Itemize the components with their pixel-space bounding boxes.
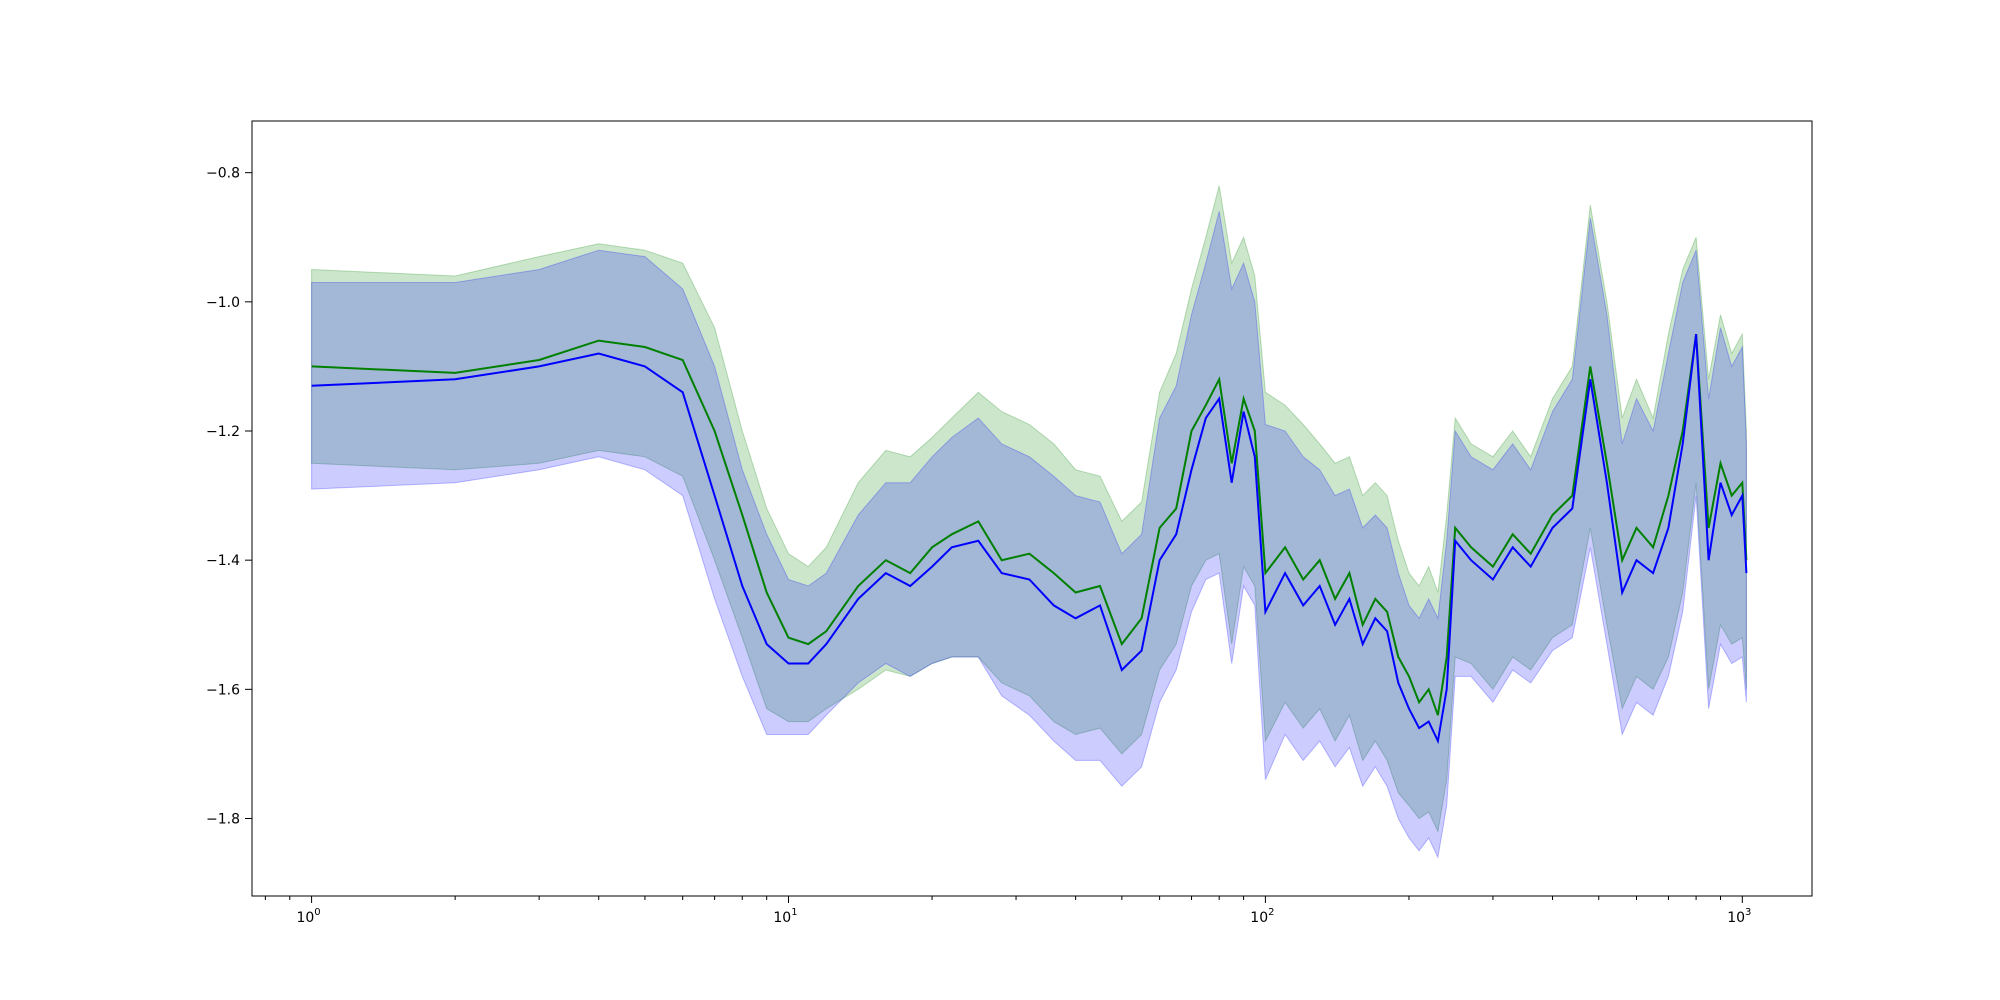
band-series-2 (311, 211, 1747, 859)
x-tick-label: 102 (1250, 907, 1274, 926)
y-axis: −0.8 −1.0 −1.2 −1.4 −1.6 −1.8 (206, 166, 252, 828)
x-axis: 100 101 102 103 (264, 896, 1751, 926)
band-series-1 (311, 185, 1747, 834)
series-lines (311, 333, 1748, 745)
y-tick-label: −0.8 (206, 166, 240, 182)
y-tick-label: −1.0 (206, 295, 240, 311)
y-tick-label: −1.2 (206, 424, 240, 440)
x-tick-label: 100 (296, 907, 320, 926)
x-tick-label: 103 (1727, 907, 1751, 926)
plot-frame (251, 120, 1813, 897)
y-tick-label: −1.8 (206, 812, 240, 828)
y-tick-label: −1.4 (206, 553, 240, 569)
confidence-bands (311, 185, 1747, 859)
line-series-1 (311, 333, 1748, 716)
x-tick-label: 101 (773, 907, 797, 926)
line-series-2 (311, 333, 1748, 745)
y-tick-label: −1.6 (206, 682, 240, 698)
